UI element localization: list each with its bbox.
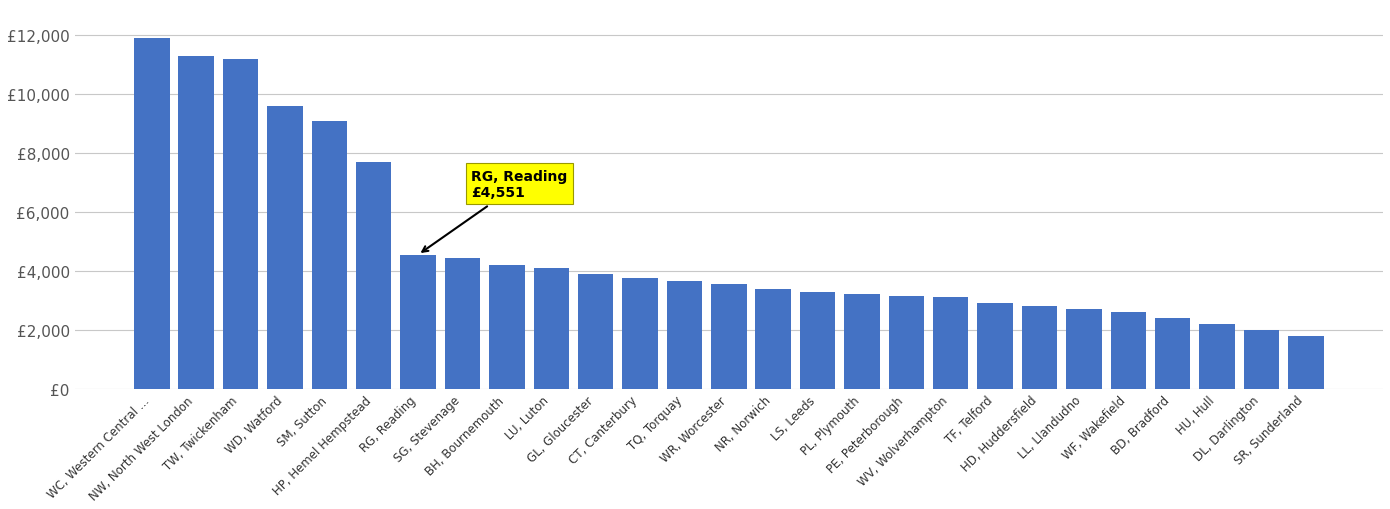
- Bar: [1155, 318, 1190, 389]
- Bar: [222, 60, 259, 389]
- Bar: [977, 304, 1013, 389]
- Bar: [1066, 309, 1102, 389]
- Bar: [489, 266, 524, 389]
- Bar: [1111, 313, 1145, 389]
- Bar: [267, 107, 303, 389]
- Bar: [1289, 336, 1323, 389]
- Bar: [311, 122, 348, 389]
- Bar: [755, 289, 791, 389]
- Bar: [1022, 306, 1058, 389]
- Bar: [623, 279, 657, 389]
- Bar: [667, 281, 702, 389]
- Bar: [888, 296, 924, 389]
- Bar: [133, 39, 170, 389]
- Bar: [844, 295, 880, 389]
- Bar: [445, 258, 480, 389]
- Bar: [578, 274, 613, 389]
- Bar: [1200, 324, 1234, 389]
- Bar: [1244, 330, 1279, 389]
- Bar: [799, 292, 835, 389]
- Bar: [178, 57, 214, 389]
- Bar: [712, 285, 746, 389]
- Bar: [356, 163, 392, 389]
- Bar: [534, 268, 569, 389]
- Bar: [933, 298, 969, 389]
- Bar: [400, 255, 436, 389]
- Text: RG, Reading
£4,551: RG, Reading £4,551: [423, 169, 567, 252]
